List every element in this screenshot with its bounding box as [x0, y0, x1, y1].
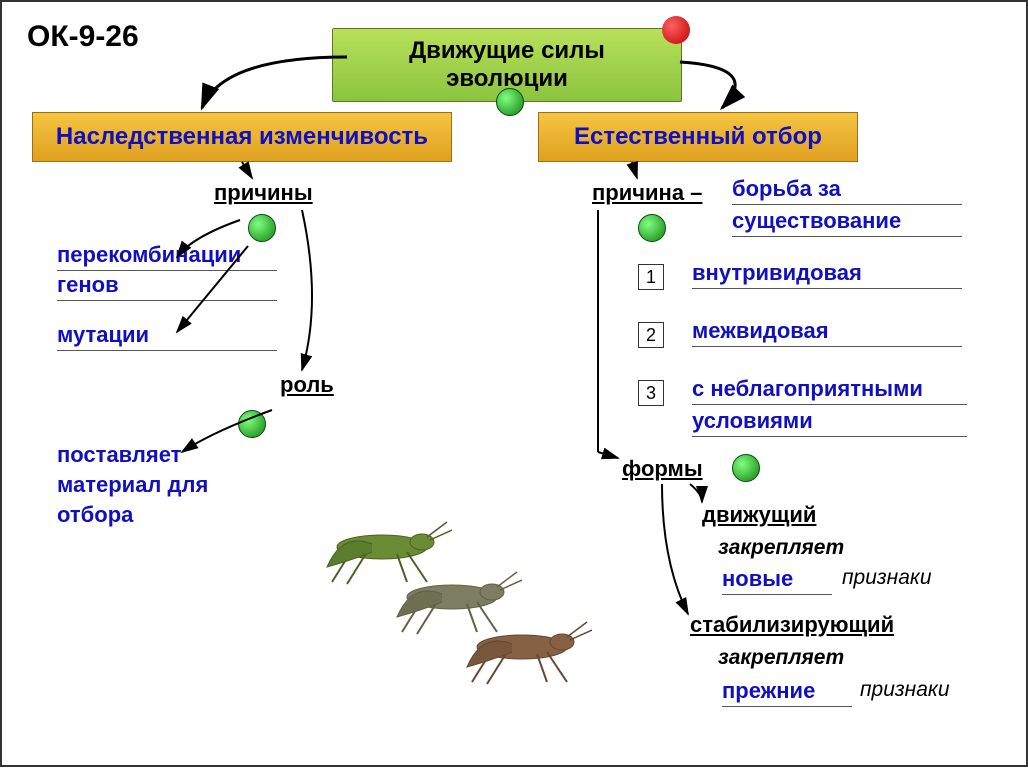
role-line3: отбора [57, 502, 277, 530]
grasshopper-3 [452, 612, 592, 692]
type1: внутривидовая [692, 260, 962, 289]
cause-fill2: существование [732, 208, 962, 237]
type3-line1: с неблагоприятными [692, 376, 967, 405]
dot-green-forms [732, 454, 760, 482]
role-line2: материал для [57, 472, 277, 500]
form2-fixes: закрепляет [718, 646, 844, 670]
form1-fixes: закрепляет [718, 536, 844, 560]
dot-green-causes [248, 214, 276, 242]
form1-fill: новые [722, 566, 832, 595]
form2-fill: прежние [722, 678, 852, 707]
branch-left: Наследственная изменчивость [32, 112, 452, 162]
form2-suffix: признаки [860, 678, 950, 702]
page-code: ОК-9-26 [27, 20, 139, 54]
form2-heading: стабилизирующий [690, 612, 894, 638]
form1-heading: движущий [702, 502, 816, 528]
num-2: 2 [638, 322, 664, 348]
dot-red [662, 16, 690, 44]
branch-right: Естественный отбор [538, 112, 858, 162]
type2: межвидовая [692, 318, 962, 347]
form1-suffix: признаки [842, 566, 932, 590]
cause-fill1: борьба за [732, 176, 962, 205]
heading-causes: причины [214, 180, 313, 206]
heading-role: роль [280, 372, 334, 398]
dot-green-title [496, 88, 524, 116]
cause1-line2: генов [57, 272, 277, 301]
dot-green-cause [638, 214, 666, 242]
type3-line2: условиями [692, 408, 967, 437]
cause1-line1: перекомбинации [57, 242, 277, 271]
role-line1: поставляет [57, 442, 277, 470]
num-1: 1 [638, 264, 664, 290]
cause2: мутации [57, 322, 277, 351]
heading-forms: формы [622, 456, 703, 482]
num-3: 3 [638, 380, 664, 406]
dot-green-role [238, 410, 266, 438]
heading-cause-right: причина – [592, 180, 702, 206]
